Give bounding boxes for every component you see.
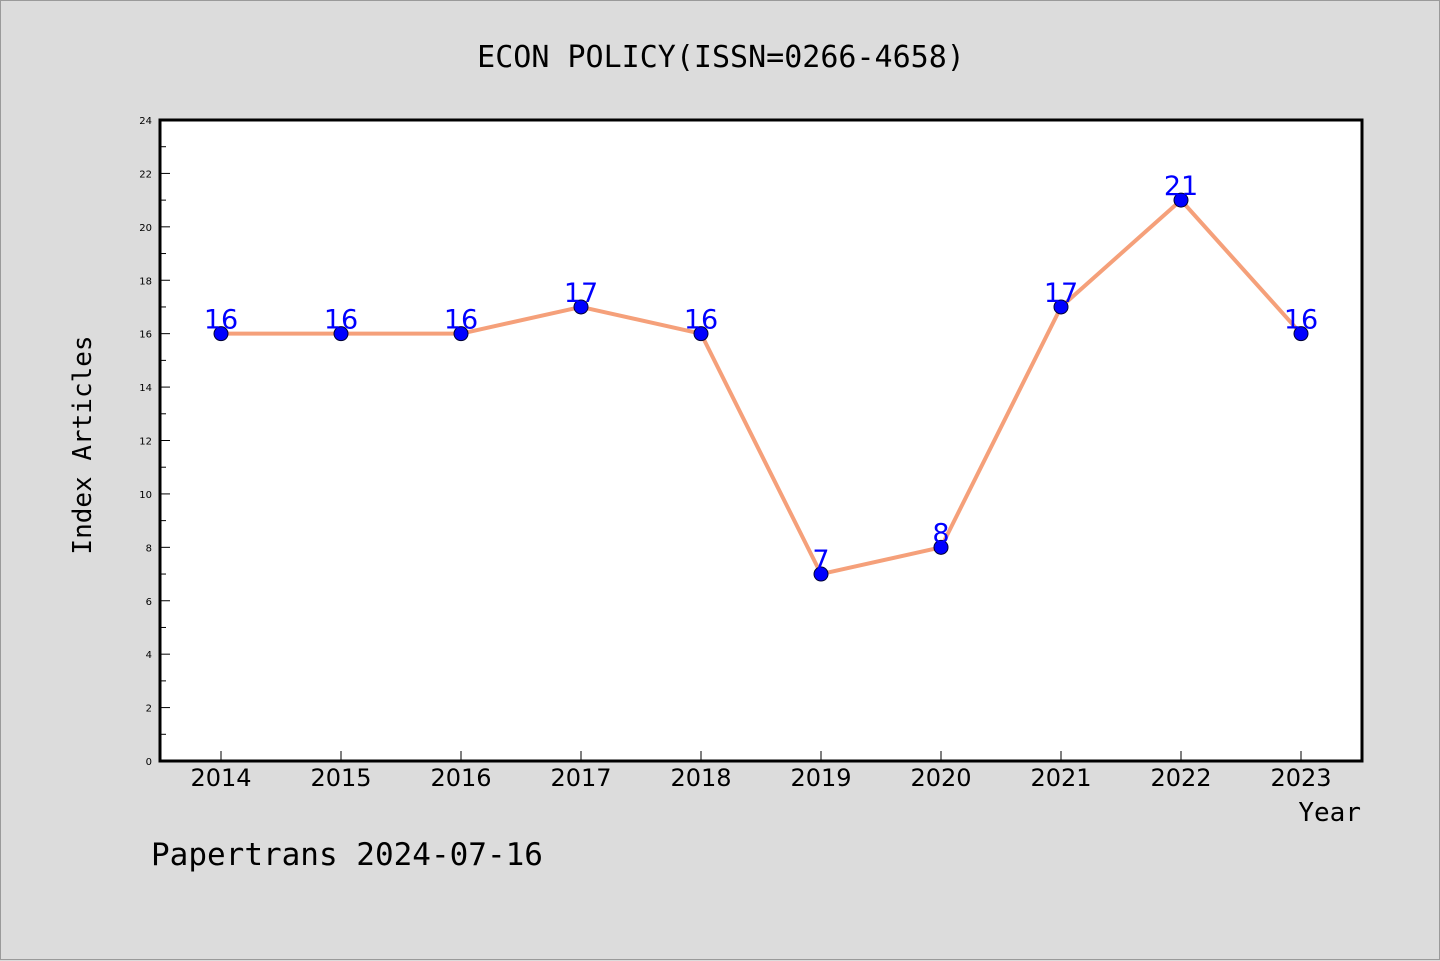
x-axis-title: Year	[1298, 798, 1361, 828]
data-point	[333, 326, 349, 342]
plot-area	[158, 118, 1364, 763]
y-tick-label: 0	[146, 757, 152, 768]
data-point	[813, 566, 829, 582]
x-tick-label: 2018	[670, 764, 731, 792]
x-tick-label: 2015	[310, 764, 371, 792]
y-tick-label: 20	[139, 223, 152, 234]
y-axis-title: Index Articles	[68, 335, 98, 554]
data-label: 8	[932, 518, 949, 549]
x-tick-label: 2020	[910, 764, 971, 792]
x-tick-label: 2016	[430, 764, 491, 792]
chart-title: ECON POLICY(ISSN=0266-4658)	[477, 40, 965, 75]
y-tick-label: 10	[139, 490, 152, 501]
data-point	[693, 326, 709, 342]
x-tick-label: 2019	[790, 764, 851, 792]
series-line	[221, 198, 1303, 577]
data-point	[213, 326, 229, 342]
data-point	[1053, 299, 1069, 315]
data-point	[453, 326, 469, 342]
data-label: 17	[564, 278, 598, 309]
y-tick-label: 24	[139, 116, 152, 127]
y-tick-label: 4	[146, 650, 152, 661]
data-label: 16	[1284, 305, 1318, 336]
y-tick-label: 16	[139, 330, 152, 341]
data-label: 16	[204, 305, 238, 336]
data-point	[933, 539, 949, 555]
x-tick-label: 2023	[1270, 764, 1331, 792]
series-layer: 16 16 16 17 16 7 8 17 21 16	[204, 171, 1318, 582]
data-label: 16	[444, 305, 478, 336]
y-tick-label: 18	[139, 276, 152, 287]
x-tick-label: 2017	[550, 764, 611, 792]
data-label: 17	[1044, 278, 1078, 309]
x-tick-label: 2022	[1150, 764, 1211, 792]
data-label: 21	[1164, 171, 1198, 202]
y-tick-label: 12	[139, 437, 152, 448]
y-tick-label: 8	[146, 543, 152, 554]
data-label: 16	[324, 305, 358, 336]
data-point	[1173, 192, 1189, 208]
y-tick-label: 2	[146, 704, 152, 715]
y-tick-label: 14	[139, 383, 152, 394]
data-point	[573, 299, 589, 315]
y-tick-label: 22	[139, 169, 152, 180]
data-label: 7	[812, 545, 829, 576]
footer-credit: Papertrans 2024-07-16	[151, 837, 543, 873]
data-label: 16	[684, 305, 718, 336]
x-tick-label: 2021	[1030, 764, 1091, 792]
y-tick-label: 6	[146, 597, 152, 608]
x-tick-label: 2014	[190, 764, 251, 792]
data-point	[1293, 326, 1309, 342]
x-axis: 2014 2015 2016 2017 2018 2019 2020 2021 2022 2023	[190, 751, 1332, 792]
